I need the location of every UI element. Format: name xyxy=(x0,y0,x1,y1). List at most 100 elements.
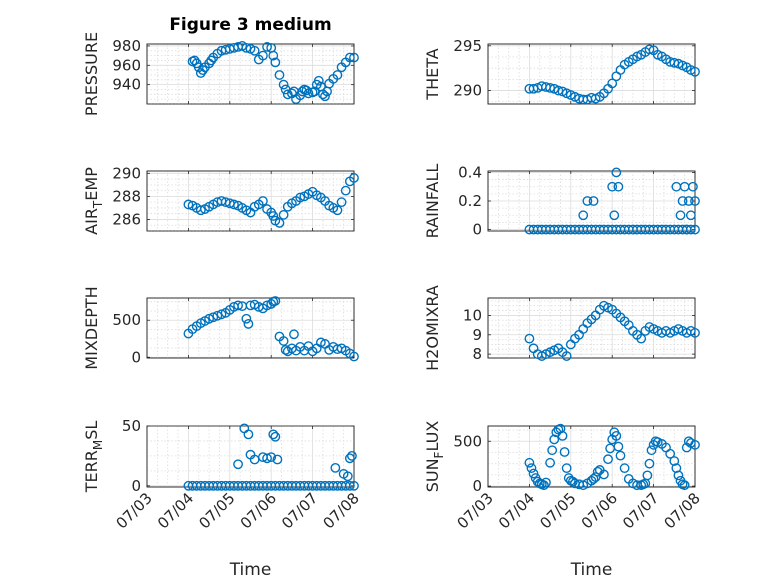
data-point xyxy=(233,300,243,311)
data-point xyxy=(295,192,306,203)
y-tick-label: 0.2 xyxy=(458,192,482,210)
data-point xyxy=(557,430,568,441)
data-point xyxy=(644,458,655,469)
data-point xyxy=(241,313,252,324)
y-tick-label: 0 xyxy=(131,477,141,495)
y-tick-label: 295 xyxy=(453,37,482,55)
data-point xyxy=(545,457,555,468)
data-point xyxy=(526,463,537,474)
data-point xyxy=(549,434,560,445)
data-point xyxy=(303,88,314,99)
subplot-h2omixra: 89 10 H2OMIXRA xyxy=(423,285,700,371)
data-point xyxy=(289,329,299,340)
y-tick-label: 10 xyxy=(463,306,482,324)
x-tick-label: 07/05 xyxy=(195,489,238,532)
data-point xyxy=(268,50,279,61)
x-tick-label: 07/07 xyxy=(278,489,321,532)
axes-frame xyxy=(487,425,696,488)
y-tick-label: 0 xyxy=(472,221,482,239)
data-point xyxy=(636,333,647,344)
data-point xyxy=(679,480,690,491)
data-point xyxy=(613,181,624,192)
x-tick-label: 07/03 xyxy=(113,489,156,532)
y-axis-label: SUNFLUX xyxy=(423,421,446,493)
subplot-rainfall: 0 0.2 0.4 RAINFALL xyxy=(423,163,700,239)
data-point xyxy=(243,429,254,440)
data-point xyxy=(673,470,684,481)
data-point xyxy=(599,469,609,480)
data-point xyxy=(613,441,624,452)
data-point xyxy=(607,181,618,192)
data-point xyxy=(347,451,357,461)
y-axis-label: AIRTEMP xyxy=(82,167,105,235)
x-tick-label: 07/03 xyxy=(454,489,497,532)
data-point xyxy=(229,199,239,210)
data-point xyxy=(344,453,355,464)
data-point xyxy=(671,463,682,474)
data-point xyxy=(272,454,283,465)
data-point xyxy=(297,86,308,97)
data-point xyxy=(266,452,277,462)
y-tick-label: 0 xyxy=(131,348,141,366)
data-point xyxy=(619,463,630,474)
axes-frame xyxy=(487,43,696,105)
data-point xyxy=(611,167,622,178)
data-point xyxy=(690,439,700,450)
data-point xyxy=(685,210,696,221)
data-point xyxy=(561,463,572,474)
axes-frame xyxy=(146,297,355,359)
data-point xyxy=(349,52,359,63)
data-point xyxy=(282,89,293,100)
data-point xyxy=(233,459,243,470)
data-point xyxy=(197,65,208,76)
data-point xyxy=(561,351,572,361)
data-point xyxy=(675,210,686,221)
y-tick-label: 9 xyxy=(472,326,482,344)
data-point xyxy=(567,476,578,487)
data-point xyxy=(349,480,359,491)
data-point xyxy=(243,319,254,329)
y-tick-label: 286 xyxy=(112,210,141,228)
y-axis-label: MIXDEPTH xyxy=(82,286,101,369)
data-point xyxy=(665,448,676,459)
y-tick-label: 0 xyxy=(472,477,482,495)
data-point xyxy=(320,91,330,102)
y-tick-label: 980 xyxy=(112,37,141,55)
data-point xyxy=(683,196,694,206)
x-tick-label: 07/04 xyxy=(495,489,538,532)
axes-box xyxy=(146,425,355,488)
data-point xyxy=(677,196,688,206)
y-tick-label: 0.4 xyxy=(458,163,482,181)
y-tick-label: 940 xyxy=(112,76,141,94)
data-point xyxy=(685,224,696,235)
data-point xyxy=(690,196,700,206)
data-point xyxy=(541,477,551,488)
data-point xyxy=(274,218,285,228)
data-point xyxy=(332,205,343,216)
data-point xyxy=(690,327,700,338)
data-point xyxy=(241,42,252,53)
x-axis-label: Time xyxy=(570,560,613,580)
data-point xyxy=(216,309,227,320)
y-axis-label: TERRMSL xyxy=(82,421,105,494)
data-point xyxy=(278,209,289,220)
data-point xyxy=(681,224,692,235)
x-tick-label: 07/08 xyxy=(320,489,363,532)
data-point xyxy=(578,210,589,221)
data-point xyxy=(582,196,593,206)
data-point xyxy=(262,42,272,52)
data-point xyxy=(270,431,281,442)
data-point xyxy=(609,210,620,221)
data-point xyxy=(588,196,599,206)
data-point xyxy=(588,474,599,484)
y-tick-label: 288 xyxy=(112,187,141,205)
x-tick-label: 07/04 xyxy=(154,489,197,532)
y-tick-label: 290 xyxy=(112,164,141,182)
data-point xyxy=(547,445,558,456)
data-point xyxy=(204,313,215,324)
x-tick-label: 07/06 xyxy=(578,489,621,532)
chart-title: Figure 3 medium xyxy=(169,15,331,35)
x-tick-label: 07/07 xyxy=(619,489,662,532)
data-point xyxy=(607,78,618,89)
